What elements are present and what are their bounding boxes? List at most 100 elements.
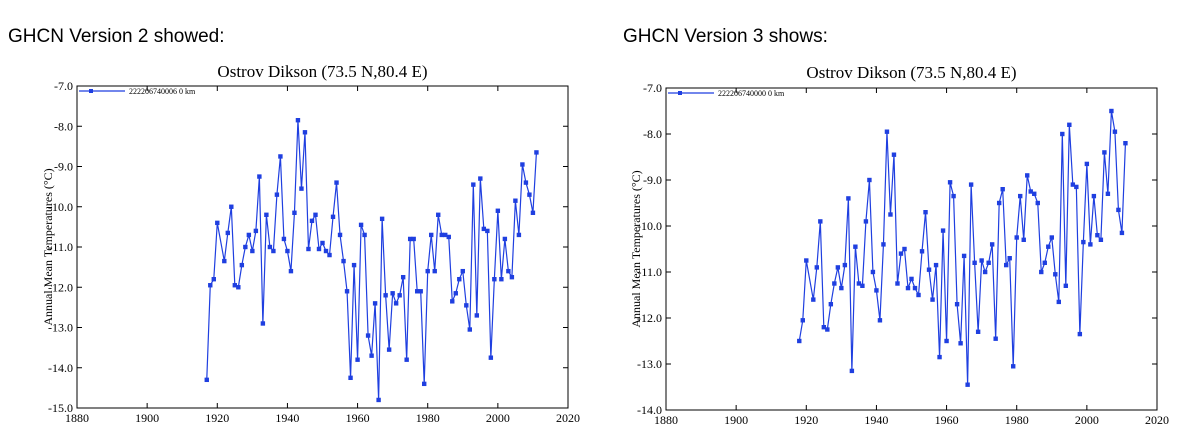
- data-point: [968, 182, 974, 187]
- y-tick-label: -14.0: [637, 403, 662, 417]
- data-point: [330, 214, 336, 220]
- data-point: [853, 244, 858, 249]
- data-point: [204, 377, 209, 383]
- data-point: [863, 219, 869, 224]
- data-point: [972, 260, 977, 265]
- data-point: [926, 267, 932, 272]
- chart-version-2: Ostrov Dikson (73.5 N,80.4 E) Annual Mean…: [41, 62, 580, 425]
- data-point: [313, 212, 318, 217]
- y-tick-label: -12.0: [637, 311, 662, 325]
- data-point: [947, 180, 953, 185]
- data-point: [267, 244, 273, 250]
- data-point: [288, 268, 294, 274]
- data-point: [306, 246, 311, 252]
- data-point: [309, 218, 315, 224]
- data-point: [860, 283, 865, 288]
- x-tick-label: 1960: [346, 411, 370, 425]
- data-point: [888, 212, 893, 217]
- x-tick-label: 1920: [794, 413, 818, 427]
- data-point: [902, 246, 907, 252]
- data-point: [975, 329, 981, 334]
- panel-version-2: GHCN Version 2 showed: Ostrov Dikson (73…: [8, 26, 580, 425]
- data-point: [358, 222, 364, 228]
- data-point: [432, 268, 437, 274]
- data-point: [1109, 108, 1114, 114]
- panel-heading: GHCN Version 3 shows:: [623, 26, 828, 47]
- data-point: [905, 285, 911, 291]
- data-point: [800, 318, 805, 323]
- series-line: [206, 120, 538, 400]
- x-tick-label: 1880: [65, 411, 89, 425]
- data-point: [1095, 233, 1100, 238]
- data-point: [930, 297, 935, 302]
- data-point: [1088, 242, 1093, 247]
- x-tick-label: 1900: [724, 413, 748, 427]
- data-point: [478, 176, 483, 181]
- data-point: [411, 236, 416, 242]
- data-point: [302, 130, 308, 135]
- data-point: [362, 232, 367, 238]
- data-point: [1032, 191, 1037, 196]
- data-point: [849, 368, 855, 374]
- data-point: [253, 228, 259, 234]
- y-tick-label: -15.0: [48, 401, 73, 415]
- data-point: [292, 210, 297, 215]
- data-point: [513, 198, 518, 203]
- data-point: [453, 291, 458, 296]
- data-point: [1007, 256, 1012, 261]
- data-point: [933, 262, 939, 268]
- data-point: [877, 318, 883, 323]
- data-point: [1067, 122, 1072, 127]
- data-point: [499, 277, 504, 282]
- x-tick-label: 2020: [556, 411, 580, 425]
- x-tick-label: 1880: [654, 413, 678, 427]
- y-axis-label: Annual Mean Temperatures (°C): [41, 168, 55, 325]
- y-tick-label: -10.0: [637, 219, 662, 233]
- data-point: [502, 236, 508, 242]
- data-point: [414, 289, 420, 294]
- data-point: [881, 242, 886, 247]
- data-point: [846, 196, 851, 201]
- y-tick-label: -14.0: [48, 361, 73, 375]
- data-point: [222, 258, 227, 264]
- data-point: [1077, 331, 1083, 337]
- data-point: [1119, 230, 1125, 236]
- data-point: [295, 118, 301, 123]
- data-point: [281, 236, 287, 242]
- data-point: [1060, 131, 1065, 137]
- data-point: [264, 212, 269, 217]
- data-point: [232, 283, 238, 288]
- data-point: [821, 325, 827, 330]
- data-point: [239, 262, 245, 268]
- data-point: [1116, 207, 1121, 213]
- data-point: [274, 192, 280, 197]
- data-point: [208, 283, 213, 288]
- data-point: [1011, 364, 1016, 369]
- legend-marker: [89, 89, 93, 93]
- x-tick-label: 1940: [275, 411, 299, 425]
- data-point: [912, 285, 918, 291]
- data-point: [397, 293, 402, 298]
- data-point: [944, 338, 949, 344]
- data-point: [285, 248, 290, 254]
- data-point: [909, 276, 914, 282]
- y-axis-label: Annual Mean Temperatures (°C): [629, 170, 643, 327]
- plot-frame: [76, 85, 569, 409]
- y-tick-label: -7.0: [643, 81, 662, 95]
- data-point: [1025, 173, 1030, 178]
- y-tick-label: -9.0: [643, 173, 662, 187]
- chart-version-3: Ostrov Dikson (73.5 N,80.4 E) Annual Mean…: [629, 63, 1169, 427]
- data-point: [372, 301, 378, 306]
- data-point: [520, 162, 525, 167]
- x-tick-label: 1980: [416, 411, 440, 425]
- data-point: [323, 248, 329, 254]
- data-point: [351, 262, 357, 268]
- x-tick-label: 2000: [1075, 413, 1099, 427]
- data-point: [320, 240, 325, 246]
- data-point: [492, 277, 497, 282]
- data-point: [527, 192, 532, 197]
- data-point: [327, 252, 332, 258]
- data-point: [348, 375, 353, 381]
- y-tick-label: -12.0: [48, 280, 73, 294]
- data-point: [260, 321, 266, 326]
